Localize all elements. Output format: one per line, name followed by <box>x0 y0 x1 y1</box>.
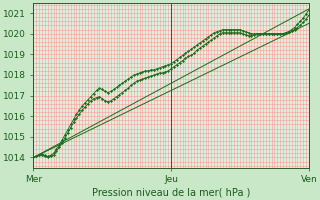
X-axis label: Pression niveau de la mer( hPa ): Pression niveau de la mer( hPa ) <box>92 187 250 197</box>
